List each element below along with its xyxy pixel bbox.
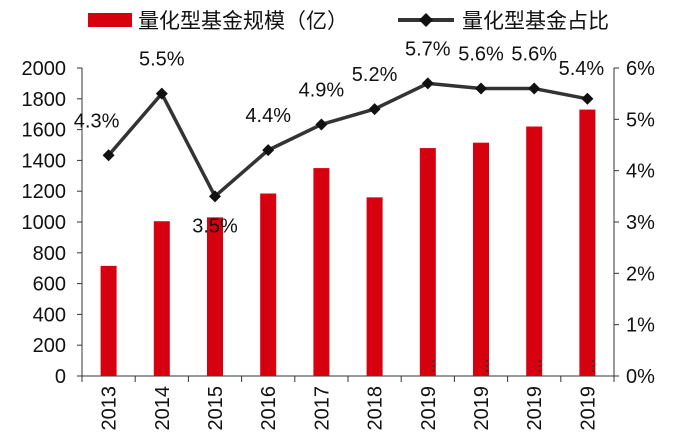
line-path bbox=[107, 81, 588, 199]
line-point-label: 4.3% bbox=[74, 110, 120, 132]
y-right-tick-label: 1% bbox=[626, 315, 655, 337]
x-category-label: 2018 bbox=[365, 386, 387, 431]
line-point-label: 3.5% bbox=[192, 215, 238, 237]
line-point-label: 5.2% bbox=[352, 64, 398, 86]
bar bbox=[419, 148, 436, 376]
x-category-label: 2019 bbox=[418, 386, 440, 431]
bar bbox=[313, 168, 330, 376]
bar bbox=[207, 217, 223, 376]
line-point bbox=[475, 82, 487, 95]
y-left-tick-label: 1400 bbox=[22, 150, 67, 172]
point-labels: 4.3%5.5%3.5%4.4%4.9%5.2%5.7% 5.6% 5.6%5.4% bbox=[74, 38, 605, 237]
y-left-tick-label: 2000 bbox=[22, 58, 67, 80]
y-right-tick-label: 4% bbox=[626, 161, 655, 183]
line-point bbox=[315, 118, 328, 131]
line-point bbox=[581, 92, 594, 105]
y-left-tick-label: 1800 bbox=[22, 89, 67, 111]
y-right-tick-label: 3% bbox=[626, 212, 655, 234]
x-category-label: 2019 bbox=[577, 386, 599, 431]
x-category-label: 2015 bbox=[205, 386, 227, 431]
x-category-label: 2013 bbox=[99, 386, 121, 431]
y-left-tick-label: 600 bbox=[33, 274, 66, 296]
bar-series bbox=[100, 109, 596, 377]
bar bbox=[526, 126, 543, 377]
y-left-tick-label: 1600 bbox=[22, 120, 67, 142]
bar bbox=[100, 265, 117, 376]
y-right-tick-label: 0% bbox=[626, 366, 655, 388]
line-series bbox=[102, 77, 594, 203]
line-point-label: 5.5% bbox=[139, 49, 185, 71]
y-left-tick-label: 1200 bbox=[22, 181, 67, 203]
axes: 0 200 400 600 800 1000 1200 1400 1600 1800 2000 0% 1… bbox=[22, 58, 656, 388]
line-point-label: 5.7% bbox=[405, 38, 451, 60]
line-point bbox=[155, 87, 168, 100]
legend-bar-label: 量化型基金规模（亿） bbox=[138, 9, 348, 33]
line-point-label: 4.4% bbox=[245, 105, 291, 127]
legend-line-marker bbox=[419, 13, 433, 27]
line-point bbox=[368, 103, 381, 116]
x-category-label: 2019 bbox=[471, 386, 493, 431]
y-left-tick-label: 200 bbox=[33, 335, 66, 357]
line-point-label: 5.4% bbox=[559, 58, 605, 80]
line-point bbox=[262, 144, 275, 157]
line-point bbox=[102, 149, 115, 162]
legend-line-label: 量化型基金占比 bbox=[462, 9, 609, 33]
x-category-label: 2017 bbox=[311, 386, 333, 431]
legend-bar-swatch bbox=[88, 13, 132, 27]
y-left-tick-label: 0 bbox=[55, 366, 66, 388]
legend: 量化型基金规模（亿） 量化型基金占比 bbox=[88, 9, 609, 33]
y-right-tick-label: 2% bbox=[626, 263, 655, 285]
category-labels: 2013 2014 2015 2016 2017 2018 2019 2019 2019 2019 bbox=[99, 386, 600, 431]
x-category-label: 2014 bbox=[152, 386, 174, 431]
line-point bbox=[528, 82, 541, 95]
line-point bbox=[209, 190, 221, 203]
y-right-tick-label: 6% bbox=[626, 58, 655, 80]
line-point bbox=[421, 77, 434, 90]
bar bbox=[366, 197, 383, 376]
x-category-label: 2016 bbox=[258, 386, 280, 431]
x-category-label: 2019 bbox=[524, 386, 546, 431]
bar bbox=[153, 221, 170, 376]
bar bbox=[260, 193, 277, 376]
y-left-tick-label: 400 bbox=[33, 304, 66, 326]
y-left-tick-label: 1000 bbox=[22, 212, 67, 234]
bar bbox=[579, 109, 596, 376]
line-point-label: 4.9% bbox=[299, 79, 345, 101]
line-point-label: 5.6% bbox=[458, 44, 504, 66]
line-point-label: 5.6% bbox=[511, 44, 557, 66]
y-left-tick-label: 800 bbox=[33, 243, 66, 265]
bar bbox=[473, 142, 489, 376]
y-right-tick-label: 5% bbox=[626, 109, 655, 131]
